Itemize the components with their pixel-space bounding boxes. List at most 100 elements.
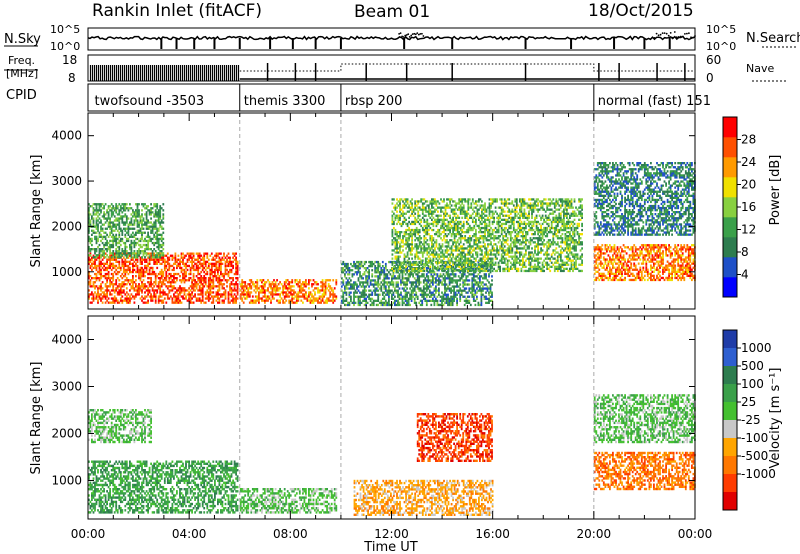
echo-cell: [400, 239, 403, 242]
echo-cell: [132, 277, 134, 280]
echo-cell: [347, 273, 349, 276]
echo-cell: [135, 283, 137, 286]
echo-cell: [235, 272, 237, 276]
echo-cell: [94, 260, 96, 263]
echo-cell: [235, 256, 237, 259]
echo-cell: [391, 235, 394, 238]
echo-cell: [362, 295, 364, 298]
echo-cell: [89, 293, 92, 296]
echo-cell: [157, 241, 160, 245]
echo-cell: [229, 264, 231, 268]
echo-cell: [386, 289, 389, 292]
echo-cell: [144, 207, 146, 210]
echo-cell: [147, 239, 149, 243]
echo-cell: [286, 293, 289, 296]
echo-cell: [189, 285, 192, 288]
echo-cell: [125, 237, 128, 241]
echo-cell: [384, 275, 387, 278]
echo-cell: [468, 269, 471, 273]
echo-cell: [453, 212, 456, 215]
echo-cell: [144, 301, 146, 304]
echo-cell: [418, 235, 421, 238]
echo-cell: [469, 273, 472, 276]
echo-cell: [110, 297, 113, 300]
echo-cell: [236, 283, 239, 286]
echo-cell: [396, 235, 398, 238]
echo-cell: [201, 291, 204, 294]
echo-cell: [95, 241, 98, 245]
echo-cell: [451, 271, 454, 274]
echo-cell: [94, 262, 96, 265]
echo-cell: [401, 281, 404, 284]
echo-cell: [470, 237, 473, 240]
echo-cell: [159, 252, 162, 255]
echo-cell: [224, 268, 227, 272]
echo-cell: [198, 289, 201, 292]
echo-cell: [198, 260, 201, 263]
echo-cell: [157, 229, 160, 232]
echo-cell: [122, 285, 125, 288]
echo-cell: [308, 281, 310, 284]
echo-cell: [109, 262, 111, 265]
echo-cell: [342, 279, 345, 282]
echo-cell: [148, 211, 151, 214]
echo-cell: [195, 283, 198, 286]
echo-cell: [393, 249, 395, 252]
echo-cell: [112, 245, 115, 249]
echo-cell: [98, 297, 101, 300]
echo-cell: [279, 287, 281, 290]
echo-cell: [415, 261, 418, 264]
echo-cell: [440, 255, 442, 258]
echo-cell: [183, 268, 186, 272]
echo-cell: [215, 260, 218, 263]
echo-cell: [377, 285, 380, 288]
echo-cell: [396, 269, 398, 273]
echo-cell: [136, 229, 139, 232]
echo-cell: [440, 224, 442, 228]
echo-cell: [303, 281, 306, 284]
echo-cell: [273, 289, 275, 292]
echo-cell: [327, 285, 330, 288]
echo-cell: [427, 281, 430, 284]
echo-cell: [491, 293, 493, 296]
echo-cell: [443, 198, 445, 201]
echo-cell: [180, 268, 183, 272]
echo-cell: [160, 268, 163, 272]
echo-cell: [132, 266, 134, 270]
echo-cell: [139, 215, 142, 218]
echo-cell: [188, 252, 190, 255]
echo-cell: [458, 261, 461, 264]
echo-cell: [458, 208, 461, 211]
echo-cell: [459, 204, 462, 207]
echo-cell: [398, 277, 401, 280]
echo-cell: [171, 264, 174, 268]
echo-cell: [306, 283, 309, 286]
echo-cell: [397, 231, 400, 234]
echo-cell: [148, 262, 151, 265]
echo-cell: [345, 271, 348, 274]
echo-cell: [469, 287, 472, 290]
echo-cell: [445, 297, 448, 300]
echo-cell: [191, 285, 193, 288]
echo-cell: [308, 293, 310, 296]
echo-cell: [215, 295, 218, 298]
echo-cell: [462, 289, 465, 292]
echo-cell: [472, 273, 475, 276]
echo-cell: [154, 299, 157, 302]
echo-cell: [121, 254, 124, 257]
echo-cell: [207, 287, 210, 290]
echo-cell: [409, 253, 412, 256]
echo-cell: [115, 260, 118, 263]
echo-cell: [104, 289, 107, 292]
echo-cell: [444, 263, 447, 266]
echo-cell: [253, 301, 256, 304]
echo-cell: [305, 293, 307, 296]
echo-cell: [394, 265, 396, 268]
echo-cell: [118, 231, 121, 234]
echo-cell: [198, 281, 201, 284]
echo-cell: [468, 224, 471, 228]
echo-cell: [179, 289, 181, 292]
echo-cell: [437, 259, 439, 262]
echo-cell: [371, 273, 374, 276]
echo-cell: [396, 259, 398, 262]
